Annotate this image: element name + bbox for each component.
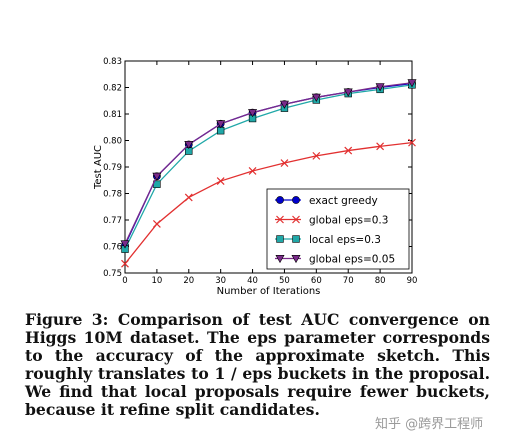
y-tick-label: 0.79 — [103, 163, 122, 173]
caption-line: roughly translates to 1 / eps buckets in… — [25, 364, 490, 383]
x-tick-label: 60 — [311, 276, 322, 286]
x-tick-label: 20 — [183, 276, 194, 286]
caption-line: to the accuracy of the approximate sketc… — [25, 346, 490, 365]
series-layer — [120, 79, 417, 268]
data-point — [408, 138, 416, 147]
legend-entry: global eps=0.3 — [275, 215, 388, 227]
data-point — [120, 240, 130, 249]
series-global-eps-0-05 — [120, 79, 417, 249]
legend-entry: local eps=0.3 — [275, 234, 381, 246]
data-point — [311, 93, 321, 102]
y-tick-label: 0.76 — [103, 243, 122, 253]
legend-marker — [276, 196, 284, 204]
data-point — [184, 140, 194, 150]
data-point — [216, 120, 226, 129]
data-point — [248, 167, 257, 175]
data-point — [279, 100, 289, 109]
x-tick-label: 70 — [343, 276, 354, 286]
watermark: 知乎 @跨界工程师 — [375, 417, 484, 432]
legend-label: global eps=0.05 — [309, 254, 395, 266]
caption-line: We find that local proposals require few… — [25, 382, 490, 401]
x-tick-label: 0 — [122, 276, 127, 286]
x-tick-label: 50 — [279, 276, 290, 286]
legend-box — [266, 188, 410, 270]
data-point — [375, 83, 385, 92]
x-tick-label: 80 — [375, 276, 386, 286]
series-line — [124, 141, 413, 265]
y-tick-label: 0.75 — [103, 269, 122, 279]
y-tick-label: 0.80 — [103, 137, 122, 147]
x-tick-label: 30 — [215, 276, 226, 286]
data-point — [407, 79, 417, 88]
legend-marker — [291, 255, 301, 264]
series-line — [124, 82, 413, 245]
x-tick-label: 10 — [151, 276, 162, 286]
data-point — [121, 259, 129, 268]
legend-entry: exact greedy — [275, 195, 378, 207]
data-point — [152, 220, 161, 228]
y-tick-label: 0.81 — [103, 110, 122, 120]
y-tick-label: 0.82 — [103, 84, 122, 94]
legend-label: local eps=0.3 — [309, 234, 381, 246]
legend-entry: global eps=0.05 — [275, 254, 395, 266]
data-point — [184, 193, 193, 202]
data-point — [280, 159, 289, 167]
data-point — [216, 177, 225, 185]
legend-marker — [292, 235, 300, 243]
y-tick-label: 0.77 — [103, 216, 122, 226]
legend-marker — [292, 215, 300, 224]
x-tick-label: 40 — [247, 276, 258, 286]
y-tick-label: 0.83 — [103, 57, 122, 67]
auc-convergence-chart: 0 10 20 30 40 50 60 70 80 90 0.75 0.76 0.77 0.78 0.79 0… — [93, 57, 417, 297]
series-line — [124, 84, 413, 250]
data-point — [343, 88, 353, 97]
caption-line: Higgs 10M dataset. The eps parameter cor… — [25, 328, 490, 347]
legend-label: global eps=0.3 — [309, 215, 388, 227]
legend-marker — [292, 196, 300, 204]
data-point — [312, 151, 321, 160]
chart-legend: exact greedy global eps=0.3 local eps=0.3 g… — [266, 188, 410, 270]
x-tick-label: 90 — [407, 276, 418, 286]
legend-marker — [275, 255, 285, 264]
series-global-eps-0-3 — [121, 138, 416, 268]
legend-marker — [276, 215, 284, 224]
data-point — [248, 109, 258, 118]
data-point — [344, 146, 353, 155]
data-point — [376, 142, 385, 151]
figure-caption: Figure 3: Comparison of test AUC converg… — [25, 311, 490, 419]
legend-label: exact greedy — [309, 195, 378, 207]
caption-line: Figure 3: Comparison of test AUC converg… — [25, 310, 490, 329]
caption-line: because it refine split candidates. — [25, 400, 320, 419]
data-point — [152, 172, 162, 181]
x-axis-label: Number of Iterations — [217, 286, 321, 297]
y-axis-label: Test AUC — [93, 145, 104, 190]
axis-ticks: 0 10 20 30 40 50 60 70 80 90 0.75 0.76 0.77 0.78 0.79 0… — [103, 57, 417, 286]
y-tick-label: 0.78 — [103, 190, 122, 200]
legend-marker — [276, 235, 284, 243]
